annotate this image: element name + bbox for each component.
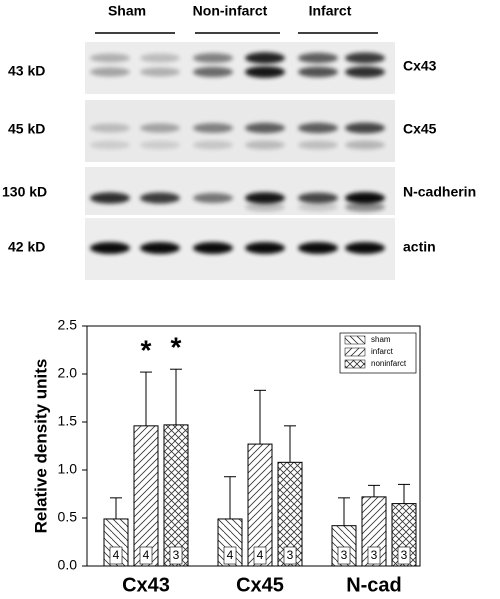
n-box bbox=[337, 546, 351, 565]
y-tick-label: 2.5 bbox=[58, 317, 78, 333]
n-box bbox=[283, 546, 297, 565]
n-label: 4 bbox=[113, 548, 120, 562]
size-label: 45 kD bbox=[8, 121, 45, 137]
blot-band bbox=[345, 202, 385, 212]
n-label: 3 bbox=[173, 548, 180, 562]
blot-band bbox=[90, 192, 130, 204]
n-box bbox=[253, 546, 267, 565]
group-label: Infarct bbox=[309, 3, 352, 19]
y-tick-label: 2.0 bbox=[58, 365, 78, 381]
n-label: 4 bbox=[143, 548, 150, 562]
blot-band bbox=[193, 193, 233, 203]
significance: * bbox=[141, 334, 152, 365]
blot-band bbox=[193, 242, 233, 254]
blot-band bbox=[298, 202, 338, 212]
blot-band bbox=[298, 192, 338, 204]
blot-band bbox=[140, 192, 180, 204]
n-box bbox=[139, 546, 153, 565]
bar bbox=[331, 525, 357, 567]
n-box bbox=[367, 546, 381, 565]
blot-band bbox=[345, 242, 385, 254]
blot-band bbox=[140, 242, 180, 254]
blot-band bbox=[90, 53, 130, 63]
group-label: Non-infarct bbox=[193, 3, 268, 19]
legend-swatch bbox=[344, 359, 366, 369]
blot-band bbox=[245, 192, 285, 204]
blot-band bbox=[345, 192, 385, 204]
n-box bbox=[223, 546, 237, 565]
y-tick-label: 0.5 bbox=[58, 509, 78, 525]
bar bbox=[247, 443, 273, 567]
n-label: 4 bbox=[227, 548, 234, 562]
blot-band bbox=[245, 122, 285, 134]
protein-label: Cx45 bbox=[403, 121, 437, 137]
size-label: 42 kD bbox=[8, 239, 45, 255]
blot-band bbox=[298, 52, 338, 64]
blot-panel bbox=[85, 100, 395, 162]
blot-band bbox=[140, 123, 180, 133]
group-label: Sham bbox=[108, 3, 146, 19]
blot-band bbox=[245, 52, 285, 64]
protein-label: Cx43 bbox=[403, 58, 437, 74]
legend-swatch bbox=[344, 335, 366, 345]
blot-band bbox=[90, 67, 130, 77]
n-label: 3 bbox=[341, 548, 348, 562]
blot-band bbox=[193, 66, 233, 78]
y-tick-label: 1.0 bbox=[58, 461, 78, 477]
y-axis-label: Relative density units bbox=[31, 359, 50, 534]
x-tick-label: N-cad bbox=[346, 574, 402, 596]
blot-band bbox=[193, 140, 233, 150]
blot-band bbox=[90, 123, 130, 133]
blot-band bbox=[193, 123, 233, 133]
legend-label: noninfarct bbox=[371, 359, 407, 368]
blot-band bbox=[298, 140, 338, 150]
n-label: 3 bbox=[371, 548, 378, 562]
legend-label: infarct bbox=[371, 347, 394, 356]
x-tick-label: Cx43 bbox=[122, 574, 170, 596]
blot-band bbox=[345, 140, 385, 150]
blot-band bbox=[298, 122, 338, 134]
x-tick-label: Cx45 bbox=[236, 574, 284, 596]
protein-label: actin bbox=[403, 239, 436, 255]
blot-band bbox=[90, 242, 130, 254]
blot-band bbox=[345, 66, 385, 78]
legend-swatch bbox=[344, 347, 366, 357]
blot-band bbox=[245, 242, 285, 254]
blot-band bbox=[245, 202, 285, 212]
blot-panel bbox=[85, 218, 395, 280]
n-box bbox=[397, 546, 411, 565]
protein-label: N-cadherin bbox=[403, 184, 476, 200]
blot-band bbox=[298, 242, 338, 254]
n-label: 3 bbox=[287, 548, 294, 562]
y-tick-label: 1.5 bbox=[58, 413, 78, 429]
blot-band bbox=[298, 66, 338, 78]
bar bbox=[163, 424, 189, 567]
n-label: 3 bbox=[401, 548, 408, 562]
n-box bbox=[169, 546, 183, 565]
blot-band bbox=[140, 53, 180, 63]
significance: * bbox=[171, 332, 182, 363]
n-box bbox=[109, 546, 123, 565]
bar bbox=[133, 425, 159, 567]
n-label: 4 bbox=[257, 548, 264, 562]
size-label: 130 kD bbox=[2, 184, 47, 200]
blot-band bbox=[345, 52, 385, 64]
blot-band bbox=[90, 140, 130, 150]
western-blot: Sham Non-infarct Infarct 43 kD 45 kD 130… bbox=[2, 3, 476, 280]
blot-band bbox=[245, 66, 285, 78]
blot-band bbox=[345, 122, 385, 134]
blot-panel bbox=[85, 42, 395, 94]
size-label: 43 kD bbox=[8, 63, 45, 79]
blot-band bbox=[193, 53, 233, 63]
legend-label: sham bbox=[371, 335, 391, 344]
blot-band bbox=[140, 140, 180, 150]
y-tick-label: 0.0 bbox=[58, 557, 78, 573]
blot-panel bbox=[85, 167, 395, 215]
blot-band bbox=[140, 67, 180, 77]
bar bbox=[217, 518, 243, 567]
blot-band bbox=[245, 140, 285, 150]
